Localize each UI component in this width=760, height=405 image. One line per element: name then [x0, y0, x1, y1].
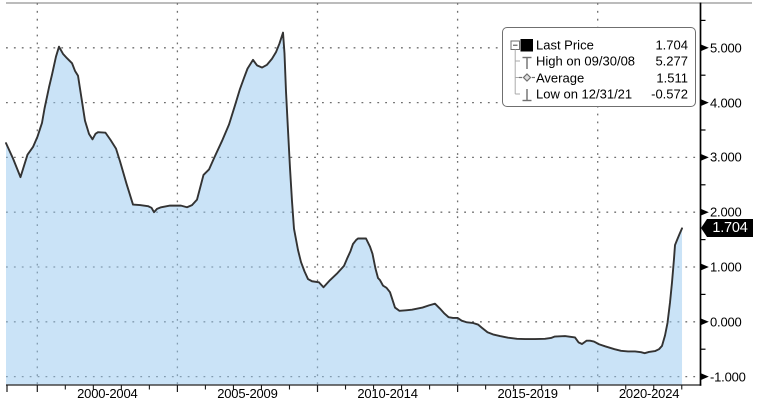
x-axis-period-label: 2005-2009 — [217, 386, 278, 401]
y-axis-tick-arrow-icon — [700, 318, 709, 326]
y-axis-tick-arrow-icon — [700, 263, 709, 271]
y-axis-label: 0.000 — [710, 314, 742, 330]
legend-value: 1.511 — [656, 70, 688, 85]
legend-label: Low on 12/31/21 — [536, 86, 633, 102]
price-line — [5, 31, 683, 355]
price-area-fill — [6, 32, 683, 385]
legend-row-average[interactable]: Average 1.511 — [503, 70, 695, 86]
y-axis-label: 3.000 — [710, 149, 742, 165]
high-marker-icon — [522, 56, 532, 69]
y-axis-label: 2.000 — [710, 204, 742, 220]
legend-label: Average — [536, 70, 585, 85]
legend-box[interactable]: Last Price 1.704 High on 09/30/08 5.277 … — [502, 26, 696, 107]
average-marker-icon — [519, 72, 535, 82]
legend-label: High on 09/30/08 — [536, 53, 636, 69]
last-price-tag-value: 1.704 — [712, 220, 748, 237]
legend-row-low[interactable]: Low on 12/31/21 -0.572 — [503, 86, 695, 102]
y-axis-tick-arrow-icon — [700, 44, 709, 52]
x-axis-period-label: 2000-2004 — [77, 386, 138, 401]
x-axis-period-label: 2015-2019 — [497, 386, 558, 401]
legend-label: Last Price — [536, 37, 594, 52]
y-axis-label: 4.000 — [710, 95, 742, 111]
y-axis-label: 5.000 — [710, 40, 742, 56]
y-axis-label: 1.000 — [710, 259, 742, 275]
y-axis-tick-arrow-icon — [700, 373, 709, 381]
legend-value: -0.572 — [651, 86, 688, 102]
legend-row-high[interactable]: High on 09/30/08 5.277 — [503, 53, 695, 69]
x-axis-period-label: 2020-2024 — [618, 386, 680, 401]
legend-tree-and-markers — [510, 38, 535, 101]
legend-value: 5.277 — [655, 53, 688, 69]
x-axis-period-label: 2010-2014 — [357, 386, 418, 401]
last-price-tag-arrow-icon — [701, 219, 707, 238]
y-axis-tick-arrow-icon — [700, 99, 709, 107]
last-price-marker-icon — [520, 38, 533, 51]
legend-row-last-price[interactable]: Last Price 1.704 — [503, 37, 695, 53]
y-axis-label: -1.000 — [710, 369, 746, 385]
low-marker-icon — [522, 88, 532, 101]
legend-value: 1.704 — [655, 37, 688, 52]
last-price-tag: 1.704 — [701, 219, 753, 238]
y-axis-tick-arrow-icon — [700, 153, 709, 161]
y-axis-tick-arrow-icon — [700, 208, 709, 216]
